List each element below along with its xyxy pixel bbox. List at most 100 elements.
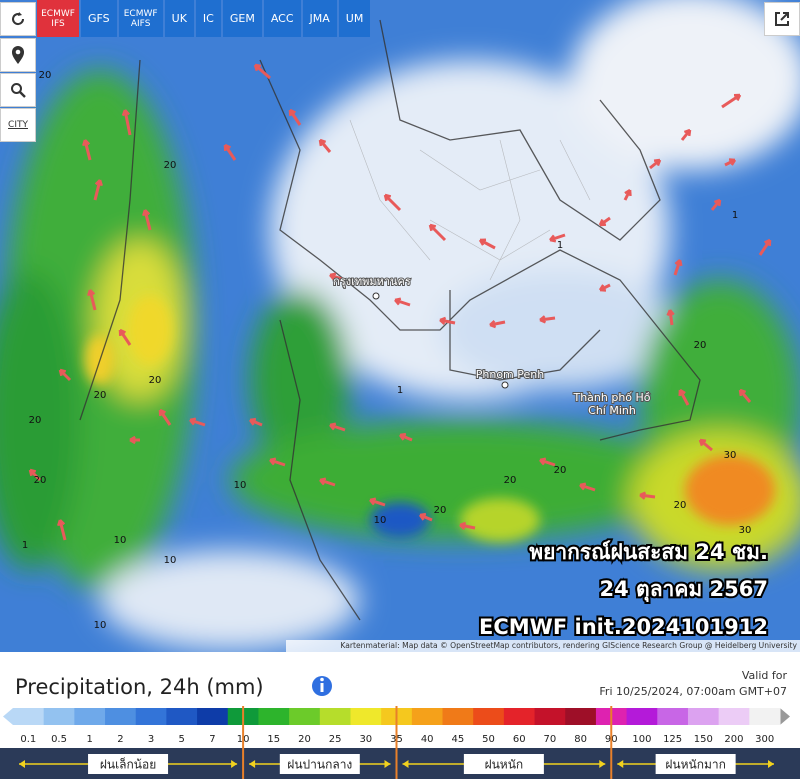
arrow-head bbox=[624, 188, 632, 197]
refresh-icon bbox=[12, 12, 25, 26]
arrow-head bbox=[87, 289, 96, 297]
scale-cell bbox=[749, 708, 781, 725]
wind-arrow bbox=[673, 259, 683, 276]
scale-label: 40 bbox=[421, 734, 434, 745]
scale-label: 2 bbox=[117, 734, 123, 745]
model-button[interactable]: GEM bbox=[222, 0, 262, 37]
scale-label: 100 bbox=[632, 734, 651, 745]
wind-arrow bbox=[383, 193, 402, 212]
forecast-overlay: ECMWF init.2024101912 bbox=[479, 615, 768, 639]
arrow-shaft bbox=[288, 109, 302, 126]
wind-arrow bbox=[698, 438, 713, 452]
location-button[interactable] bbox=[0, 38, 36, 72]
arrow-shaft bbox=[189, 418, 206, 427]
scale-cell bbox=[626, 708, 658, 725]
location-icon bbox=[12, 46, 24, 64]
arrow-shaft bbox=[118, 329, 132, 346]
wind-arrow bbox=[93, 179, 103, 201]
model-button[interactable]: ECMWF AIFS bbox=[118, 0, 163, 37]
arrow-shaft bbox=[223, 144, 237, 161]
scale-cell bbox=[289, 708, 321, 725]
wind-arrow bbox=[710, 198, 722, 211]
place-label: กรุงเทพมหานคร bbox=[333, 275, 411, 288]
share-button[interactable] bbox=[764, 2, 800, 36]
arrow-head bbox=[698, 438, 707, 447]
model-button[interactable]: GFS bbox=[81, 0, 117, 37]
arrow-shaft bbox=[329, 423, 346, 432]
scale-cell bbox=[74, 708, 106, 725]
model-button[interactable]: UM bbox=[338, 0, 371, 37]
wind-arrow bbox=[118, 328, 132, 346]
arrow-shaft bbox=[58, 519, 67, 541]
model-button[interactable]: ECMWF IFS bbox=[37, 0, 79, 37]
scale-cell bbox=[350, 708, 382, 725]
contour-label: 20 bbox=[554, 465, 567, 476]
arrow-shaft bbox=[479, 238, 496, 250]
arrow-shaft bbox=[579, 483, 596, 492]
wind-arrow bbox=[724, 158, 737, 167]
info-icon[interactable] bbox=[312, 676, 332, 696]
model-button[interactable]: UK bbox=[164, 0, 194, 37]
wind-arrow bbox=[539, 315, 556, 324]
arrow-head bbox=[158, 408, 166, 417]
wind-arrow bbox=[158, 408, 172, 426]
wind-arrow bbox=[738, 388, 752, 403]
scale-label: 7 bbox=[209, 734, 215, 745]
wind-arrow bbox=[248, 417, 263, 427]
wind-arrow bbox=[129, 435, 140, 445]
arrow-shaft bbox=[428, 223, 447, 242]
arrow-head bbox=[369, 497, 377, 506]
scale-cell bbox=[13, 708, 45, 725]
contour-label: 1 bbox=[732, 210, 738, 221]
refresh-button[interactable] bbox=[0, 2, 36, 36]
arrow-head bbox=[459, 521, 467, 530]
model-button[interactable]: JMA bbox=[302, 0, 337, 37]
arrow-shaft bbox=[673, 259, 682, 276]
arrow-head bbox=[666, 309, 675, 317]
contour-label: 20 bbox=[34, 475, 47, 486]
arrow-head bbox=[383, 193, 392, 202]
arrow-head bbox=[683, 128, 692, 137]
arrow-shaft bbox=[721, 93, 741, 109]
wind-arrow bbox=[439, 316, 456, 325]
arrow-shaft bbox=[269, 458, 286, 467]
arrow-head bbox=[82, 139, 91, 147]
model-button[interactable]: ACC bbox=[263, 0, 301, 37]
scale-cell bbox=[43, 708, 75, 725]
zoom-button[interactable] bbox=[0, 73, 36, 107]
wind-arrow bbox=[329, 272, 346, 282]
arrow-shaft bbox=[394, 298, 411, 307]
band-label: ฝนเล็กน้อย bbox=[100, 757, 156, 772]
scale-end bbox=[3, 708, 13, 725]
scale-label: 50 bbox=[482, 734, 495, 745]
wind-arrow bbox=[329, 422, 346, 432]
contour-label: 20 bbox=[94, 390, 107, 401]
wind-arrow bbox=[428, 223, 447, 242]
scale-cell bbox=[319, 708, 351, 725]
wind-arrow bbox=[87, 289, 97, 311]
wind-arrow bbox=[418, 512, 433, 522]
scale-cell bbox=[166, 708, 198, 725]
arrow-head bbox=[713, 198, 722, 207]
scale-end bbox=[780, 708, 790, 725]
map[interactable]: 20 20 20 10 1 20 20 20 10 20 20 20 10 10 1 1 20 30 30 20 1 10… bbox=[0, 0, 800, 652]
zoom-icon bbox=[11, 83, 26, 98]
arrow-head bbox=[398, 432, 407, 441]
wind-arrow bbox=[598, 283, 611, 292]
contour-label: 10 bbox=[374, 515, 387, 526]
arrow-head bbox=[129, 435, 136, 445]
arrow-head bbox=[579, 482, 587, 491]
city-button[interactable]: CITY bbox=[0, 108, 36, 142]
attribution-bg bbox=[286, 640, 800, 652]
arrow-shaft bbox=[83, 139, 92, 161]
contour-label: 20 bbox=[694, 340, 707, 351]
contour-label: 20 bbox=[674, 500, 687, 511]
model-button[interactable]: IC bbox=[195, 0, 221, 37]
city-dot bbox=[372, 292, 380, 300]
arrow-head bbox=[489, 320, 497, 329]
wind-arrow bbox=[288, 108, 302, 126]
wind-arrow bbox=[398, 432, 413, 442]
contour-label: 20 bbox=[434, 505, 447, 516]
arrow-head bbox=[428, 223, 437, 232]
scale-cell bbox=[565, 708, 597, 725]
